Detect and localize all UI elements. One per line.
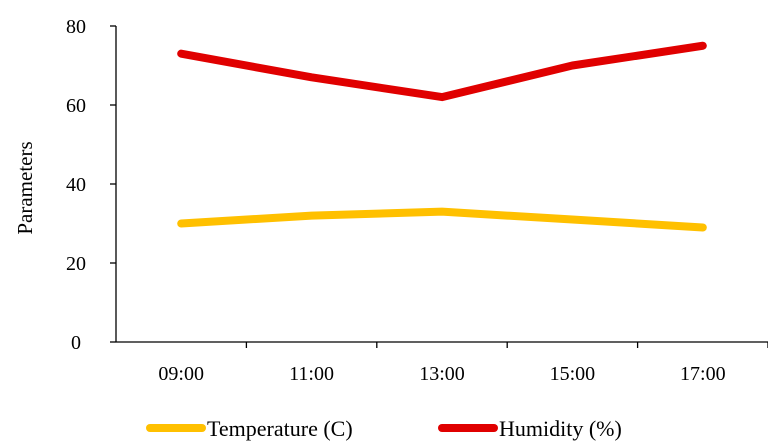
x-tick-label: 11:00	[289, 363, 334, 385]
series-line-temperature	[177, 207, 707, 232]
plot-area	[177, 41, 707, 232]
y-tick-label: 40	[66, 174, 86, 196]
series-line-humidity	[177, 41, 707, 102]
y-axis-title: Parameters	[13, 141, 37, 234]
y-tick-label: 20	[66, 253, 86, 275]
y-tick-label: 60	[66, 95, 86, 117]
x-tick-label: 09:00	[158, 363, 204, 385]
y-tick-label: 80	[66, 16, 86, 38]
legend-label-humidity: Humidity (%)	[499, 416, 622, 441]
x-tick-label: 17:00	[680, 363, 726, 385]
x-tick-label: 13:00	[419, 363, 465, 385]
legend: Temperature (C) Humidity (%)	[146, 416, 622, 441]
x-tick-label: 15:00	[550, 363, 596, 385]
axes: 0 20 40 60 80 09:00 11:00 13:00 15:00 17:00	[66, 16, 768, 385]
y-tick-label: 0	[71, 332, 81, 354]
legend-label-temperature: Temperature (C)	[207, 416, 353, 441]
